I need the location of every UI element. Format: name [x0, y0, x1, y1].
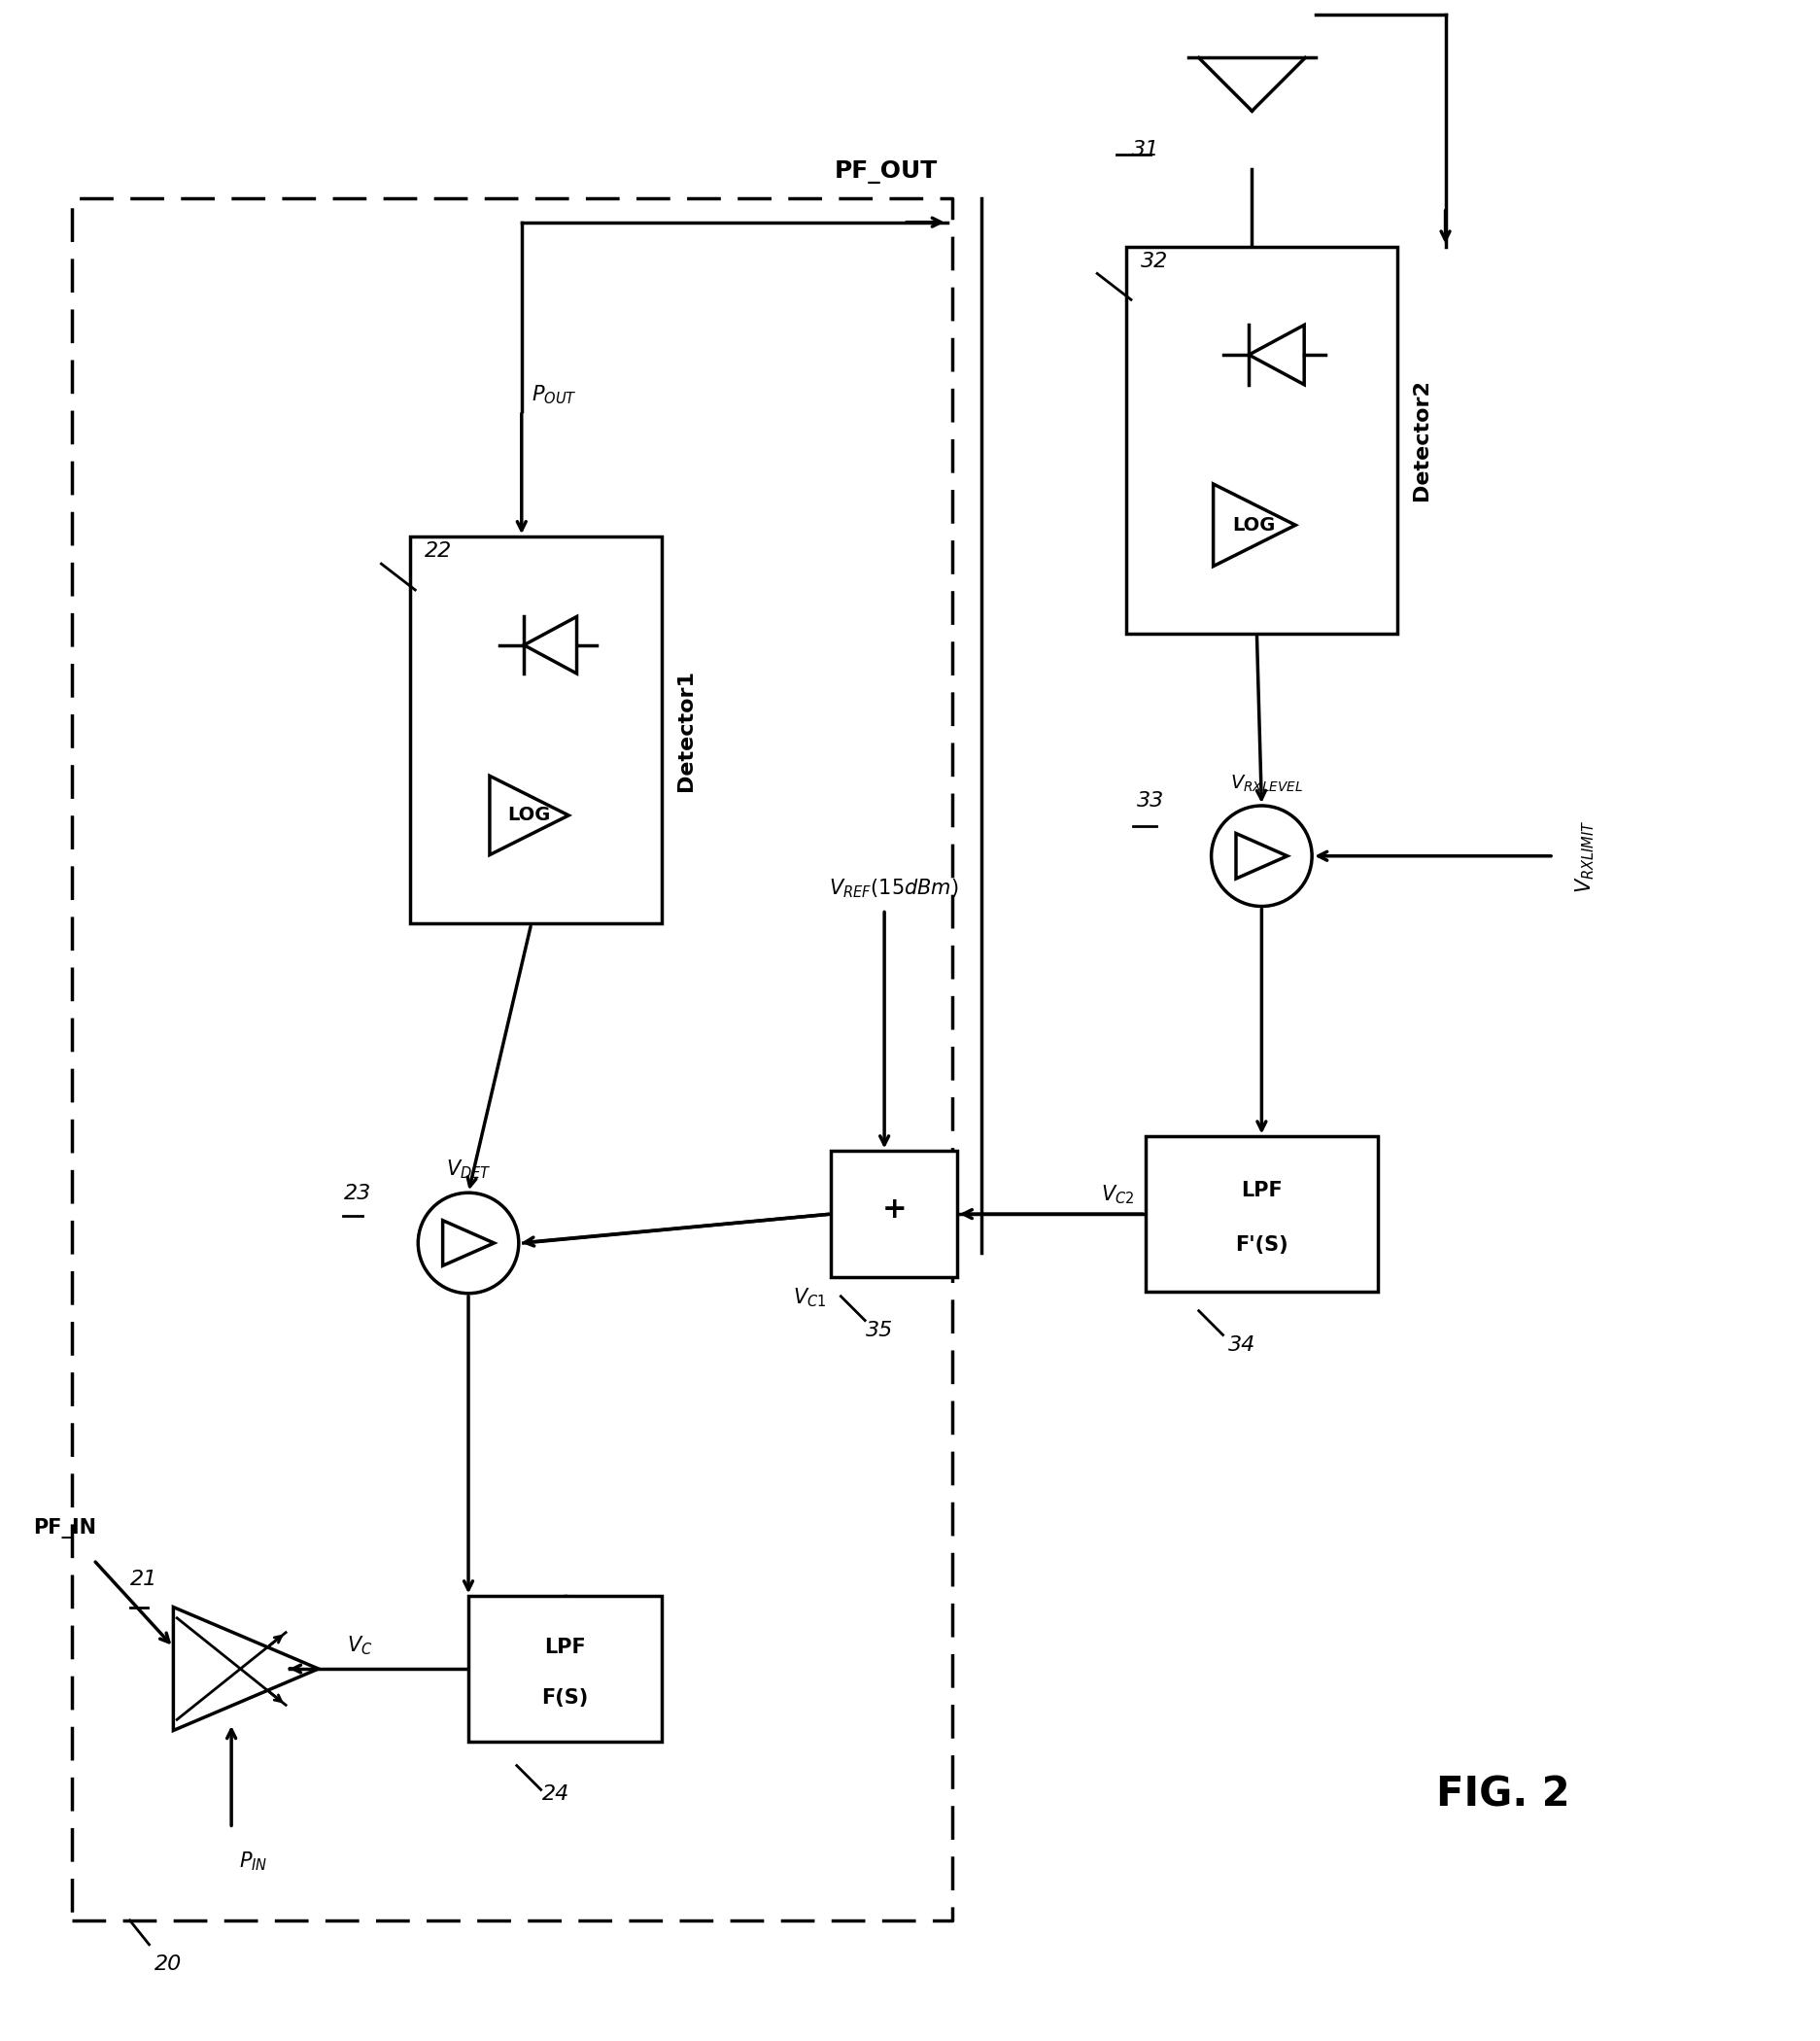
Text: LOG: LOG [1232, 516, 1276, 535]
Text: F(S): F(S) [541, 1688, 588, 1708]
Bar [468, 1596, 661, 1741]
Text: 21: 21 [131, 1570, 158, 1590]
Text: 33: 33 [1138, 792, 1165, 810]
Text: $V_{C2}$: $V_{C2}$ [1099, 1184, 1134, 1206]
Text: F'(S): F'(S) [1234, 1235, 1287, 1255]
Bar [1145, 1137, 1378, 1292]
Text: $V_{REF}(15dBm)$: $V_{REF}(15dBm)$ [828, 878, 959, 900]
Text: PF_IN: PF_IN [33, 1519, 96, 1539]
Text: LOG: LOG [508, 806, 550, 825]
Text: $P_{IN}$: $P_{IN}$ [238, 1851, 268, 1874]
Text: 31: 31 [1132, 141, 1159, 159]
Text: $V_{RXLIMIT}$: $V_{RXLIMIT}$ [1572, 818, 1594, 892]
Text: $V_{DET}$: $V_{DET}$ [446, 1157, 491, 1182]
Text: PF_OUT: PF_OUT [834, 159, 937, 184]
Bar [1125, 247, 1396, 633]
Text: $V_C$: $V_C$ [346, 1635, 373, 1657]
Text: $P_{OUT}$: $P_{OUT}$ [531, 384, 577, 406]
Bar [830, 1151, 956, 1278]
Text: 32: 32 [1139, 251, 1168, 271]
Text: 24: 24 [541, 1786, 570, 1804]
Text: 23: 23 [344, 1184, 371, 1202]
Text: Detector1: Detector1 [675, 669, 695, 792]
Text: LPF: LPF [544, 1637, 586, 1657]
Text: LPF: LPF [1239, 1182, 1281, 1200]
Text: $V_{RXLEVEL}$: $V_{RXLEVEL}$ [1229, 774, 1303, 794]
Text: $V_{C1}$: $V_{C1}$ [792, 1286, 826, 1310]
Text: 34: 34 [1229, 1335, 1256, 1355]
Text: 22: 22 [424, 541, 451, 561]
Bar [410, 537, 661, 925]
Circle shape [419, 1192, 519, 1294]
Text: Detector2: Detector2 [1410, 380, 1431, 500]
Circle shape [1210, 806, 1310, 906]
Text: +: + [881, 1196, 906, 1223]
Text: 35: 35 [864, 1321, 894, 1339]
Text: FIG. 2: FIG. 2 [1436, 1774, 1569, 1814]
Text: 20: 20 [155, 1953, 182, 1974]
